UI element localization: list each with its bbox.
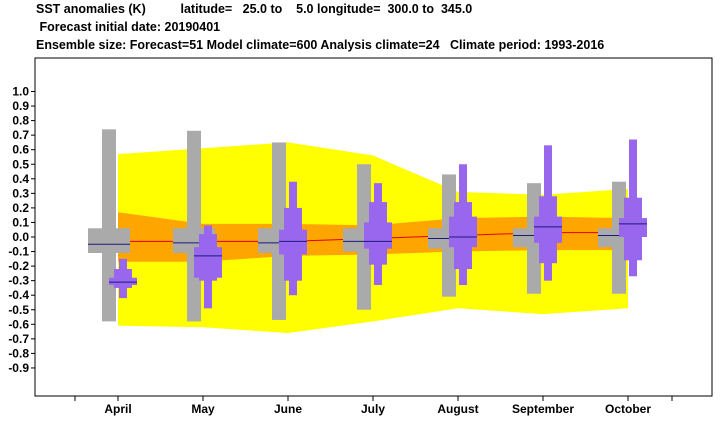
y-tick-label: 0.6 bbox=[12, 143, 29, 157]
y-tick-label: -0.9 bbox=[8, 361, 29, 375]
forecast-box-august bbox=[449, 216, 477, 248]
chart-header: SST anomalies (K) latitude= 25.0 to 5.0 … bbox=[0, 0, 720, 56]
forecast-box-april bbox=[109, 277, 137, 286]
x-tick-label-april: April bbox=[104, 402, 131, 416]
y-tick-label: -0.1 bbox=[8, 245, 29, 259]
y-tick-label: 0.3 bbox=[12, 186, 29, 200]
forecast-box-october bbox=[619, 218, 647, 237]
ensemble-info-label: Ensemble size: Forecast=51 Model climate… bbox=[36, 38, 605, 52]
analysis-box-april bbox=[88, 228, 130, 254]
chart-title: SST anomalies (K) latitude= 25.0 to 5.0 … bbox=[36, 2, 473, 16]
y-tick-label: -0.8 bbox=[8, 346, 29, 360]
y-tick-label: -0.5 bbox=[8, 303, 29, 317]
y-tick-label: 0.1 bbox=[12, 215, 29, 229]
y-tick-label: -0.6 bbox=[8, 317, 29, 331]
y-tick-label: 0.9 bbox=[12, 99, 29, 113]
forecast-box-july bbox=[364, 222, 392, 249]
y-tick-label: 0.2 bbox=[12, 201, 29, 215]
analysis-whisker-may bbox=[187, 130, 201, 322]
y-tick-label: 0.7 bbox=[12, 128, 29, 142]
forecast-box-may bbox=[194, 247, 222, 278]
forecast-date-label: Forecast initial date: 20190401 bbox=[36, 20, 221, 34]
forecast-box-september bbox=[534, 216, 562, 243]
y-tick-label: 1.0 bbox=[12, 85, 29, 99]
forecast-box-june bbox=[279, 229, 307, 255]
x-tick-label-may: May bbox=[191, 402, 215, 416]
y-tick-label: 0.8 bbox=[12, 114, 29, 128]
y-tick-label: -0.4 bbox=[8, 288, 29, 302]
y-tick-label: -0.7 bbox=[8, 332, 29, 346]
x-tick-label-june: June bbox=[274, 402, 302, 416]
x-tick-label-july: July bbox=[361, 402, 385, 416]
y-tick-label: 0.5 bbox=[12, 157, 29, 171]
x-tick-label-september: September bbox=[512, 402, 574, 416]
x-tick-label-august: August bbox=[437, 402, 478, 416]
y-tick-label: -0.2 bbox=[8, 259, 29, 273]
y-tick-label: 0.4 bbox=[12, 172, 29, 186]
analysis-whisker-april bbox=[102, 129, 116, 322]
x-tick-label-october: October bbox=[605, 402, 651, 416]
y-tick-label: -0.3 bbox=[8, 274, 29, 288]
y-tick-label: 0.0 bbox=[12, 230, 29, 244]
